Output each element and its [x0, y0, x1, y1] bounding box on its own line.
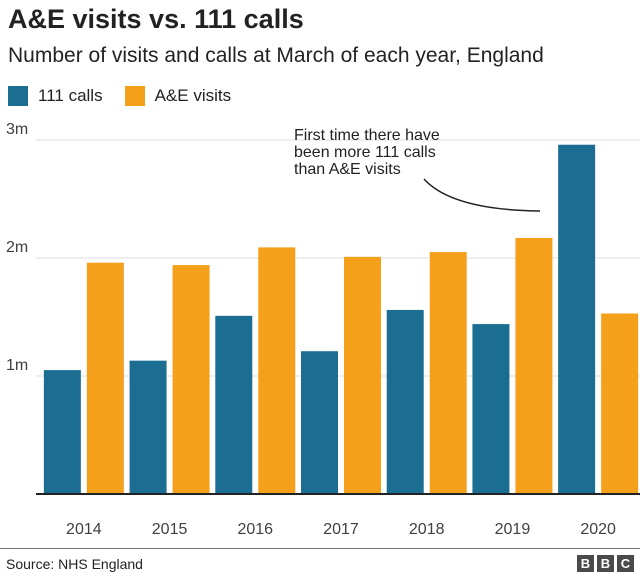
annotation-arrow	[423, 178, 541, 212]
source-note: Source: NHS England	[6, 556, 143, 572]
y-tick-label: 3m	[6, 121, 28, 138]
x-tick-label: 2014	[66, 521, 102, 538]
annotation-text: First time there have been more 111 calls…	[294, 127, 440, 178]
legend-item-111-calls: 111 calls	[8, 86, 103, 106]
annotation-line: been more 111 calls	[294, 144, 436, 161]
bar-111-calls-2017	[301, 351, 338, 494]
y-tick-label: 2m	[6, 239, 28, 256]
legend-swatch-ae-visits	[124, 86, 145, 106]
x-tick-label: 2015	[152, 521, 188, 538]
bar-111-calls-2016	[215, 315, 253, 494]
footer-divider	[0, 548, 640, 549]
bar-chart: 1m 2m 3m 2014 2015 2016 2017 2018 2019 2020 First …	[6, 121, 640, 538]
legend-label-ae-visits: A&E visits	[154, 86, 232, 105]
bar-ae-visits-2016	[258, 247, 296, 494]
bar-ae-visits-2014	[86, 262, 124, 494]
bar-ae-visits-2015	[172, 265, 210, 494]
legend-item-ae-visits: A&E visits	[124, 86, 232, 106]
legend-swatch-111-calls	[8, 86, 28, 106]
x-tick-label: 2018	[409, 521, 445, 538]
bar-111-calls-2020	[558, 144, 596, 494]
x-tick-label: 2020	[580, 521, 616, 538]
chart-title: A&E visits vs. 111 calls	[8, 4, 304, 34]
bar-111-calls-2018	[386, 309, 424, 494]
x-tick-label: 2016	[237, 521, 273, 538]
bbc-logo: B B C	[574, 555, 634, 572]
bar-ae-visits-2018	[429, 252, 467, 494]
bar-ae-visits-2019	[515, 237, 553, 494]
bar-111-calls-2015	[129, 360, 167, 494]
annotation-line: First time there have	[294, 127, 440, 144]
logo-letter: C	[617, 555, 634, 572]
annotation-line: than A&E visits	[294, 161, 401, 178]
chart-subtitle: Number of visits and calls at March of e…	[8, 44, 544, 67]
bar-111-calls-2019	[472, 324, 510, 494]
bar-ae-visits-2020	[601, 313, 639, 494]
bar-ae-visits-2017	[344, 256, 381, 494]
legend: 111 calls A&E visits	[8, 86, 253, 106]
x-tick-label: 2017	[323, 521, 359, 538]
logo-letter: B	[577, 555, 594, 572]
bar-111-calls-2014	[43, 370, 81, 494]
logo-letter: B	[597, 555, 614, 572]
y-tick-label: 1m	[6, 357, 28, 374]
x-tick-label: 2019	[495, 521, 531, 538]
legend-label-111-calls: 111 calls	[38, 86, 103, 105]
